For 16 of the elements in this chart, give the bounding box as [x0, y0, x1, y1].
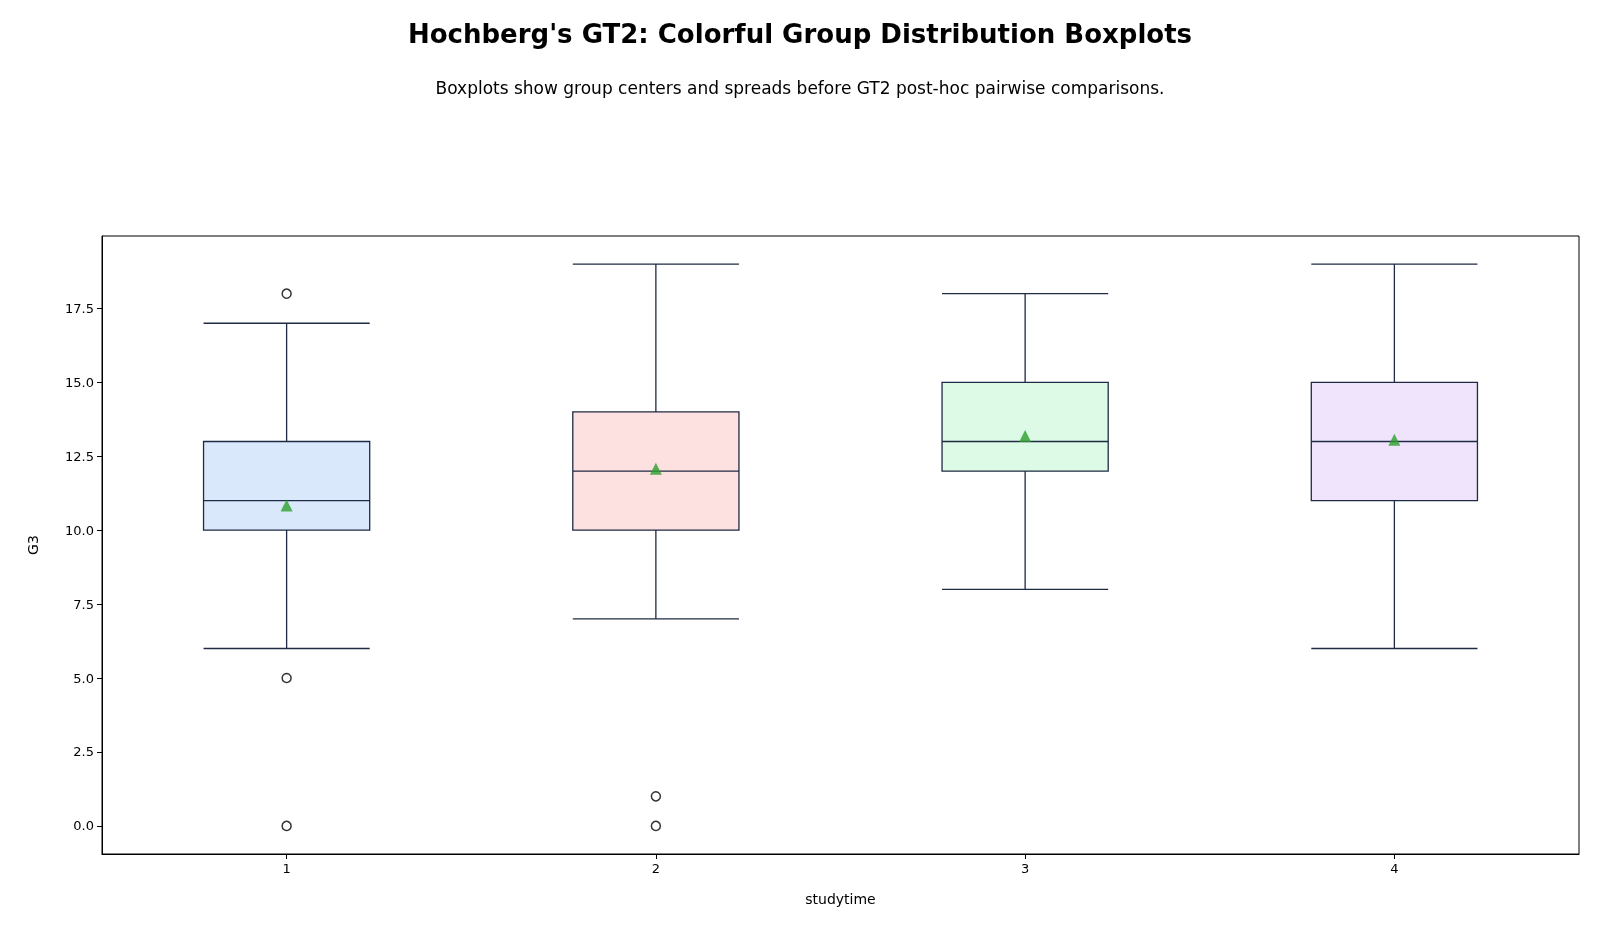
chart-title: Hochberg's GT2: Colorful Group Distribution Boxplots [407, 19, 1193, 49]
y-tick-label: 10.0 [65, 522, 94, 538]
x-tick-label: 1 [282, 861, 291, 876]
x-tick-label: 3 [1020, 861, 1030, 876]
y-tick-label: 5.0 [73, 670, 94, 686]
y-axis-title: G3 [25, 535, 41, 555]
x-tick-label: 2 [651, 861, 661, 876]
y-tick-label: 12.5 [65, 448, 94, 464]
y-tick-label: 15.0 [65, 374, 94, 390]
x-axis-title: studytime [805, 891, 876, 907]
y-tick-label: 2.5 [73, 744, 94, 760]
chart-subtitle: Boxplots show group centers and spreads before GT2 post-hoc pairwise comparisons. [435, 77, 1165, 98]
y-tick-label: 17.5 [65, 300, 94, 316]
y-tick-label: 7.5 [73, 596, 94, 612]
x-tick-label: 4 [1390, 861, 1399, 876]
y-tick-label: 0.0 [73, 818, 94, 834]
